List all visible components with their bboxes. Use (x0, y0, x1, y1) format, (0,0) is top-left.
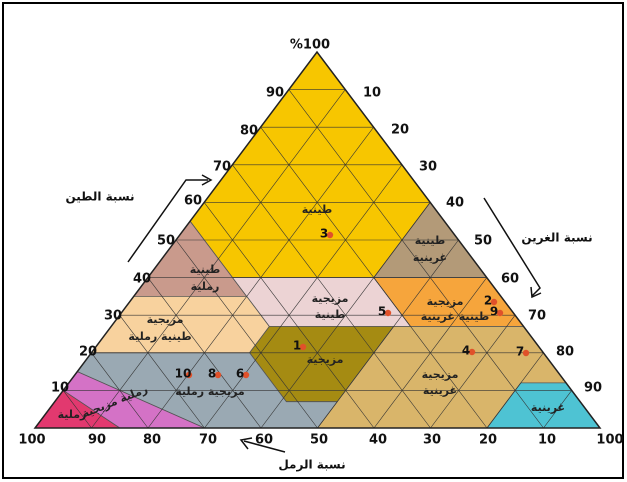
sand-arrow (243, 440, 286, 453)
sample-point (299, 343, 307, 351)
sand-arrowhead (239, 437, 253, 450)
silt-tick-label: 60 (501, 272, 519, 287)
class-label: مزيجية رملية (175, 385, 245, 398)
silt-tick-label: 80 (556, 345, 574, 360)
sample-label: 4 (462, 344, 470, 358)
clay-tick-label: 10 (51, 381, 69, 396)
sample-point (522, 349, 530, 357)
sample-point (242, 371, 250, 379)
sample-label: 1 (293, 339, 301, 353)
sand-tick-label: 80 (143, 433, 161, 448)
sample-label: 9 (490, 305, 498, 319)
grid-line (288, 89, 544, 429)
class-label: طينية (415, 234, 446, 247)
class-label: مزيجية (312, 292, 349, 305)
class-label: غرينية (413, 251, 447, 264)
class-label: غرينية (531, 401, 565, 414)
class-label: غرينية (423, 384, 457, 397)
class-label: طينية غرينية (421, 310, 489, 323)
grid-line (147, 277, 262, 429)
class-label: مزيجية (147, 313, 184, 326)
class-label: مزيجية (307, 353, 344, 366)
grid-line (91, 89, 346, 429)
sand-tick-label: 70 (199, 433, 217, 448)
silt-arrow (483, 197, 541, 297)
class-label: طينية (190, 263, 221, 276)
sample-label: 5 (378, 305, 386, 319)
grid-line (317, 239, 459, 429)
class-label: رملية (58, 408, 87, 421)
sample-label: 3 (320, 227, 328, 241)
sand-tick-label: 30 (423, 433, 441, 448)
sand-tick-label: 40 (369, 433, 387, 448)
class-label: مزيجية (422, 368, 459, 381)
sand-tick-label: 10 (538, 433, 556, 448)
silt-tick-label: 10 (363, 86, 381, 101)
sample-point (185, 371, 193, 379)
clay-arrowhead (201, 174, 213, 186)
clay-arrow (127, 179, 208, 263)
grid-line (204, 164, 403, 429)
silt-tick-label: 20 (391, 123, 409, 138)
sample-point (326, 231, 334, 239)
grid-line (486, 352, 544, 429)
clay-tick-label: 20 (79, 345, 97, 360)
sample-label: 8 (208, 367, 216, 381)
top-label: %100 (290, 38, 330, 53)
sample-point (496, 309, 504, 317)
silt-axis-title: نسبة الغرين (521, 231, 592, 245)
clay-tick-label: 40 (133, 272, 151, 287)
grid-line (543, 390, 572, 429)
silt-tick-label: 90 (584, 381, 602, 396)
sample-point (490, 298, 498, 306)
grid-line (430, 315, 516, 429)
clay-tick-label: 30 (104, 309, 122, 324)
grid-line (232, 164, 431, 429)
class-label: طينية (315, 308, 346, 321)
silt-tick-label: 70 (528, 309, 546, 324)
sample-point (214, 371, 222, 379)
grid-line (62, 390, 92, 429)
sand-tick-label: 20 (479, 433, 497, 448)
sand-tick-label: 90 (88, 433, 106, 448)
clay-tick-label: 80 (240, 124, 258, 139)
clay-axis-title: نسبة الطين (65, 190, 134, 204)
axis-arrows (127, 174, 542, 453)
sample-point (384, 309, 392, 317)
silt-tick-label: 30 (419, 160, 437, 175)
clay-tick-label: 50 (157, 234, 175, 249)
class-label: مزيجية (427, 295, 464, 308)
class-label: رملية (191, 280, 220, 293)
grid-line (175, 239, 318, 429)
sample-label: 7 (516, 345, 524, 359)
silt-arrowhead (530, 286, 542, 299)
sample-label: 2 (484, 294, 492, 308)
class-label: طينية رملية (128, 330, 191, 343)
grid-line (91, 352, 149, 429)
grid-line (373, 277, 488, 429)
clay-tick-label: 70 (213, 160, 231, 175)
class-label: طينية (302, 203, 333, 216)
silt-tick-label: 50 (474, 234, 492, 249)
sample-point (468, 348, 476, 356)
clay-tick-label: 90 (266, 86, 284, 101)
sand-tick-label: 100 (596, 433, 623, 448)
sample-label: 10 (175, 367, 192, 381)
grid-line (119, 315, 205, 429)
sample-label: 6 (236, 367, 244, 381)
triangle-outline (33, 50, 602, 429)
sand-axis-title: نسبة الرمل (278, 458, 345, 472)
sand-tick-label: 60 (255, 433, 273, 448)
sand-tick-label: 100 (18, 433, 45, 448)
silt-tick-label: 40 (446, 196, 464, 211)
sand-tick-label: 50 (310, 433, 328, 448)
clay-tick-label: 60 (184, 194, 202, 209)
